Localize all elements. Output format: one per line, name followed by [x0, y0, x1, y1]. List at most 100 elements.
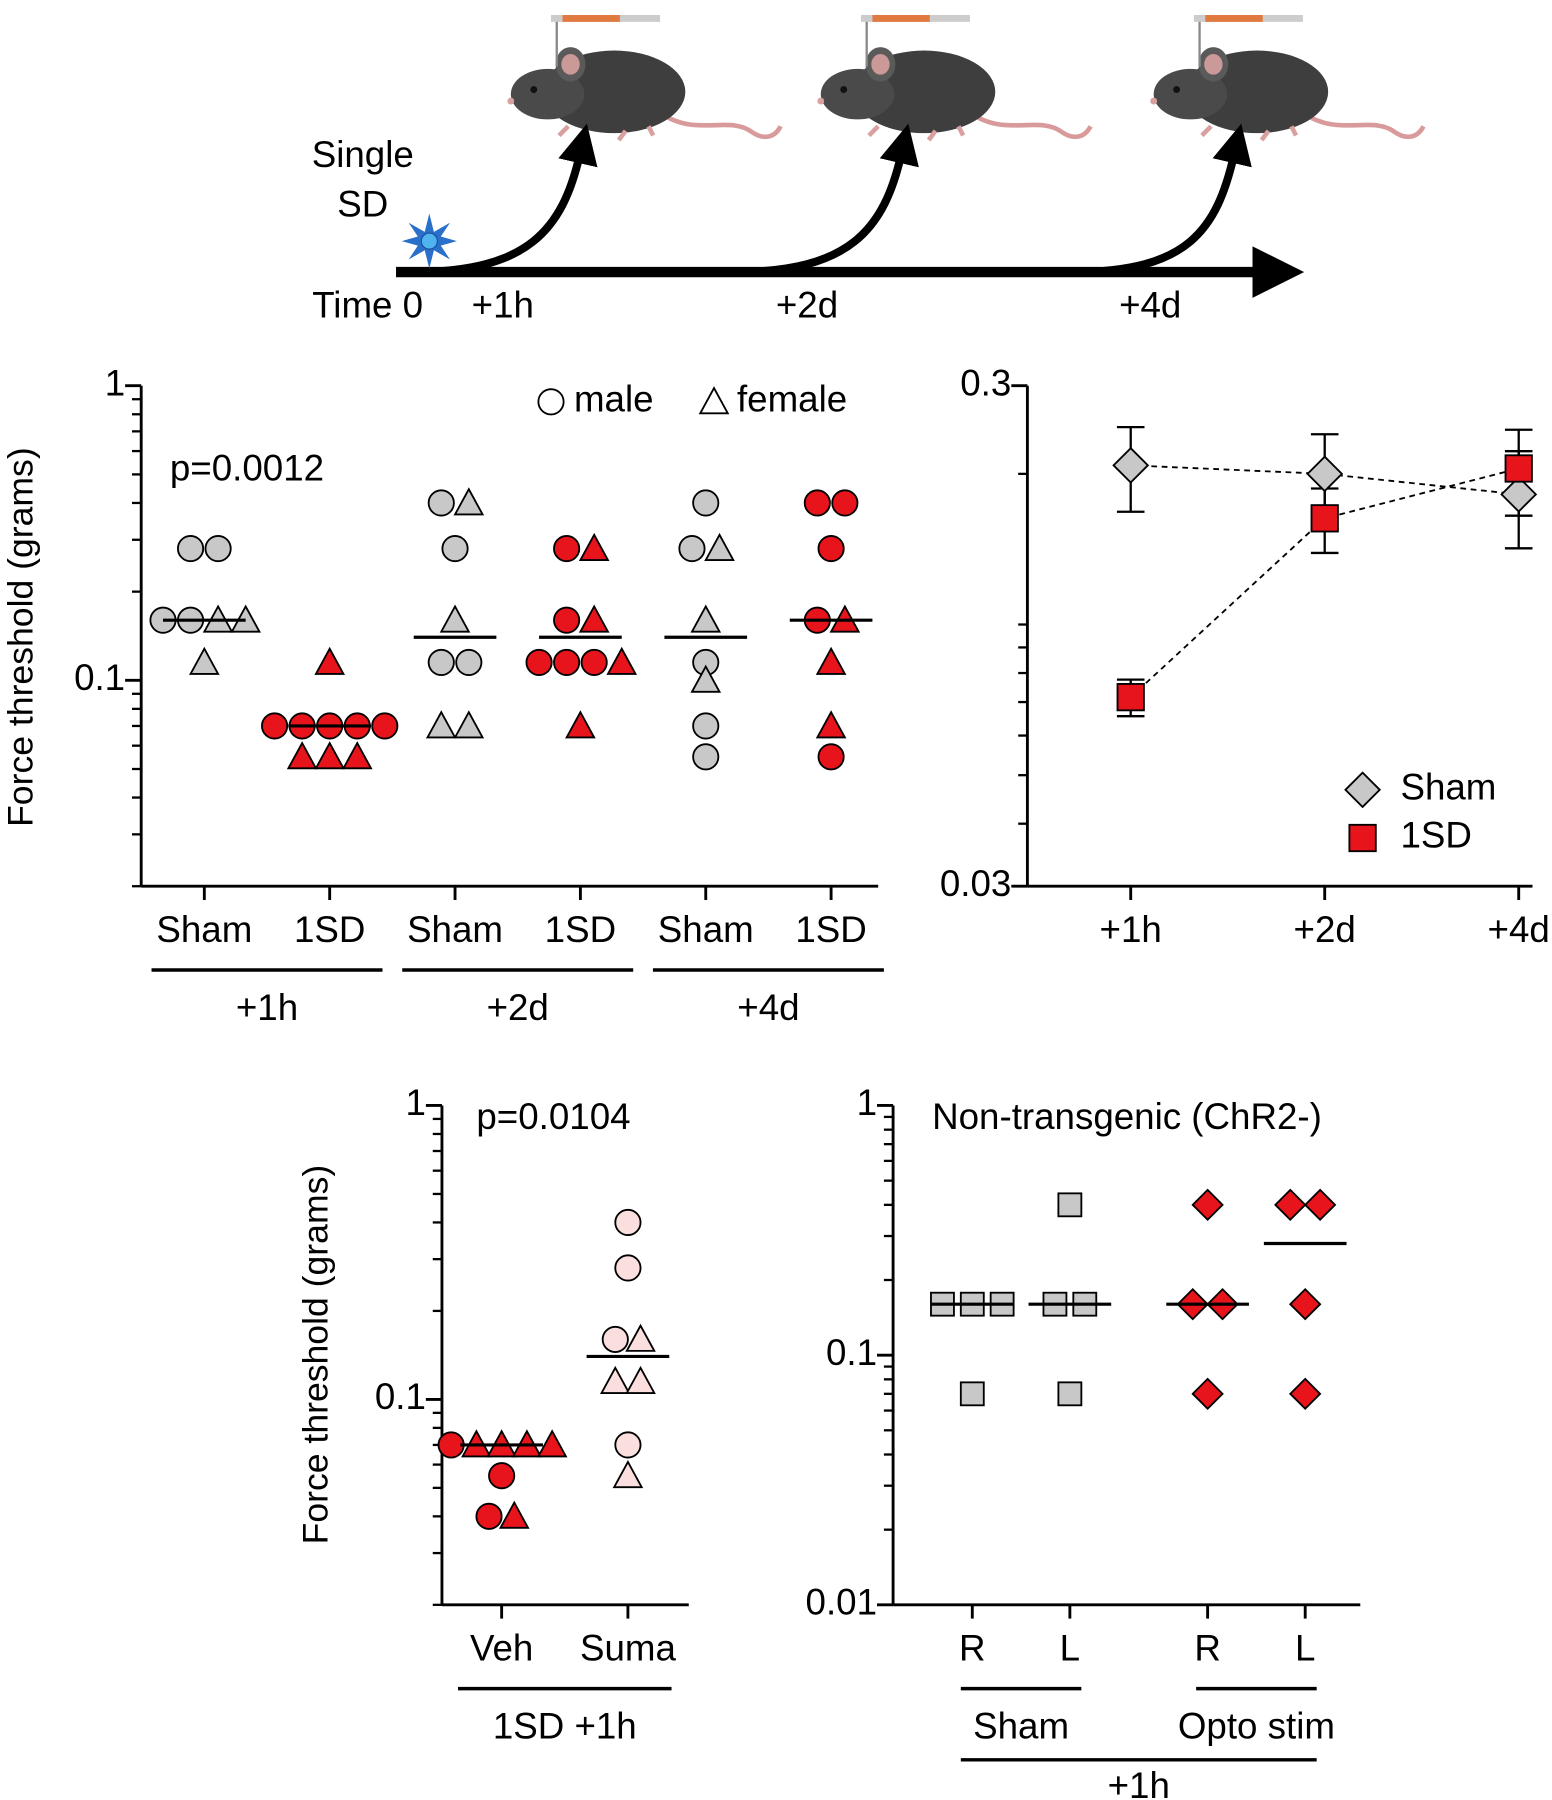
data-point — [261, 712, 289, 740]
data-point — [578, 532, 610, 561]
data-point — [1504, 454, 1533, 483]
data-point — [177, 535, 205, 563]
x-tick-label: +1h — [1100, 909, 1162, 950]
data-point — [1310, 504, 1339, 533]
data-point — [692, 743, 720, 771]
data-point — [553, 535, 581, 563]
time-label: +1h — [472, 284, 534, 325]
data-point — [678, 535, 706, 563]
data-point — [606, 646, 638, 675]
schematic: Single SD Time 0 +1h +2d +4d — [312, 18, 1424, 325]
data-point — [625, 1365, 656, 1394]
data-point — [614, 1431, 642, 1459]
time-label: +2d — [776, 284, 838, 325]
annotation: p=0.0012 — [170, 447, 324, 488]
data-point — [475, 1502, 503, 1530]
arrow — [734, 123, 919, 277]
data-point — [1500, 475, 1538, 513]
data-point — [815, 710, 847, 739]
data-point — [614, 1254, 642, 1282]
data-point — [614, 1208, 642, 1236]
x-tick-label: L — [1060, 1627, 1080, 1668]
data-point — [831, 489, 859, 517]
data-point — [1191, 1377, 1224, 1411]
time-label: +4d — [1119, 284, 1181, 325]
data-point — [690, 664, 722, 693]
arrow — [413, 123, 598, 277]
y-tick-label: 1 — [857, 1082, 877, 1123]
legend-label: Sham — [1400, 767, 1496, 808]
data-point — [453, 710, 485, 739]
legend-marker — [1344, 771, 1382, 809]
y-tick-label: 1 — [105, 362, 125, 403]
data-point — [425, 710, 457, 739]
y-tick-label: 0.03 — [940, 863, 1011, 904]
legend-marker — [1348, 823, 1377, 853]
group-label: +4d — [737, 987, 799, 1028]
y-axis-label: Force threshold (grams) — [295, 1165, 335, 1545]
data-point — [488, 1462, 516, 1490]
data-point — [371, 712, 399, 740]
data-point — [1057, 1192, 1083, 1218]
data-point — [815, 646, 847, 675]
data-point — [455, 648, 483, 676]
data-point — [578, 604, 610, 633]
data-point — [286, 741, 318, 770]
y-tick-label: 0.1 — [74, 657, 125, 698]
data-point — [692, 489, 720, 517]
group-label: Sham — [973, 1706, 1069, 1747]
y-tick-label: 0.01 — [806, 1582, 877, 1623]
schematic-label: SD — [337, 183, 388, 224]
group-label: +1h — [236, 987, 298, 1028]
data-point — [565, 710, 596, 739]
data-point — [1288, 1287, 1322, 1321]
legend-marker — [698, 386, 730, 415]
annotation: p=0.0104 — [476, 1096, 630, 1137]
data-point — [1303, 1188, 1337, 1222]
data-point — [1057, 1381, 1083, 1407]
schematic-label: Single — [312, 134, 414, 175]
data-point — [1306, 455, 1344, 493]
data-point — [580, 648, 608, 676]
sd-star-core — [420, 232, 438, 250]
x-tick-label: Suma — [580, 1627, 676, 1668]
x-tick-label: R — [1194, 1627, 1221, 1668]
legend-marker — [537, 388, 565, 416]
data-point — [803, 489, 831, 517]
y-tick-label: 0.1 — [375, 1376, 426, 1417]
y-tick-label: 1 — [405, 1082, 425, 1123]
data-point — [817, 743, 845, 771]
y-axis-label: Force threshold (grams) — [0, 447, 40, 827]
x-tick-label: 1SD — [795, 909, 866, 950]
legend-label: female — [737, 379, 847, 420]
group-label: +2d — [487, 987, 549, 1028]
data-point — [1288, 1377, 1322, 1411]
x-tick-label: R — [959, 1627, 986, 1668]
data-point — [441, 535, 469, 563]
data-point — [601, 1325, 629, 1353]
data-point — [189, 646, 220, 675]
data-point — [599, 1365, 631, 1394]
data-point — [959, 1381, 985, 1407]
data-point — [704, 532, 735, 561]
data-point — [314, 741, 346, 770]
data-point — [536, 1429, 568, 1458]
data-point — [612, 1460, 644, 1489]
legend-label: male — [574, 379, 654, 420]
mouse-illustration — [507, 18, 780, 140]
data-point — [439, 604, 471, 633]
data-point — [1116, 683, 1145, 712]
data-point — [427, 648, 455, 676]
time-label: Time 0 — [312, 284, 423, 325]
x-tick-label: +4d — [1488, 909, 1550, 950]
data-point — [453, 487, 485, 516]
data-point — [817, 535, 845, 563]
data-point — [553, 606, 581, 634]
x-tick-label: Sham — [156, 909, 252, 950]
data-point — [525, 648, 553, 676]
x-tick-label: L — [1295, 1627, 1315, 1668]
y-tick-label: 0.1 — [826, 1332, 877, 1373]
arrow — [1073, 123, 1252, 277]
